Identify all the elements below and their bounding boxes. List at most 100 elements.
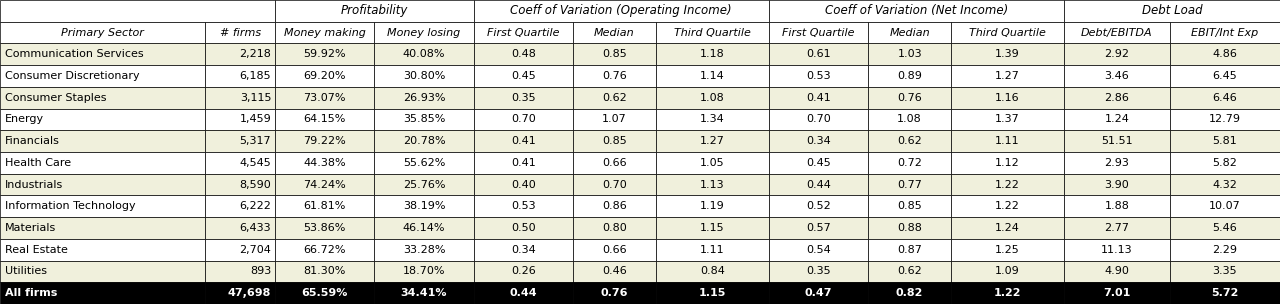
Text: 0.89: 0.89 xyxy=(897,71,922,81)
Bar xyxy=(573,109,657,130)
Bar xyxy=(205,261,275,282)
Text: 1.14: 1.14 xyxy=(700,71,724,81)
Bar xyxy=(1064,22,1170,43)
Text: 1.11: 1.11 xyxy=(700,245,724,255)
Text: 0.41: 0.41 xyxy=(511,158,535,168)
Text: 1.34: 1.34 xyxy=(700,114,724,124)
Text: 47,698: 47,698 xyxy=(228,288,271,298)
Text: 1.37: 1.37 xyxy=(996,114,1020,124)
Bar xyxy=(868,43,951,65)
Text: 0.44: 0.44 xyxy=(509,288,538,298)
Text: 1.27: 1.27 xyxy=(700,136,724,146)
Bar xyxy=(275,130,374,152)
Bar xyxy=(275,261,374,282)
Bar xyxy=(868,152,951,174)
Text: 0.46: 0.46 xyxy=(602,266,627,276)
Bar xyxy=(1064,130,1170,152)
Bar xyxy=(657,261,769,282)
Bar xyxy=(1064,239,1170,261)
Text: Debt/EBITDA: Debt/EBITDA xyxy=(1082,28,1153,38)
Bar xyxy=(951,261,1064,282)
Text: 1.24: 1.24 xyxy=(1105,114,1129,124)
Bar xyxy=(573,152,657,174)
Text: 1.39: 1.39 xyxy=(996,49,1020,59)
Bar xyxy=(0,0,275,22)
Text: 0.34: 0.34 xyxy=(806,136,831,146)
Text: 81.30%: 81.30% xyxy=(303,266,346,276)
Bar xyxy=(769,130,868,152)
Text: 4.90: 4.90 xyxy=(1105,266,1129,276)
Text: 1.08: 1.08 xyxy=(700,93,724,103)
Bar xyxy=(205,130,275,152)
Text: Median: Median xyxy=(594,28,635,38)
Bar xyxy=(0,174,205,195)
Text: 1.12: 1.12 xyxy=(996,158,1020,168)
Bar xyxy=(1064,43,1170,65)
Text: 35.85%: 35.85% xyxy=(403,114,445,124)
Text: 0.50: 0.50 xyxy=(511,223,535,233)
Bar xyxy=(769,109,868,130)
Text: 5.81: 5.81 xyxy=(1212,136,1238,146)
Bar xyxy=(0,109,205,130)
Bar xyxy=(1170,239,1280,261)
Text: 0.35: 0.35 xyxy=(511,93,535,103)
Bar xyxy=(657,130,769,152)
Bar xyxy=(275,195,374,217)
Bar xyxy=(868,65,951,87)
Text: 65.59%: 65.59% xyxy=(302,288,348,298)
Bar xyxy=(205,152,275,174)
Bar xyxy=(0,22,205,43)
Bar xyxy=(657,152,769,174)
Bar xyxy=(474,43,573,65)
Text: 53.86%: 53.86% xyxy=(303,223,346,233)
Text: 2.86: 2.86 xyxy=(1105,93,1129,103)
Bar xyxy=(474,87,573,109)
Text: Coeff of Variation (Net Income): Coeff of Variation (Net Income) xyxy=(824,4,1009,17)
Text: 1.22: 1.22 xyxy=(995,201,1020,211)
Text: 6,433: 6,433 xyxy=(239,223,271,233)
Bar xyxy=(374,65,474,87)
Text: First Quartile: First Quartile xyxy=(486,28,559,38)
Bar xyxy=(374,195,474,217)
Text: Communication Services: Communication Services xyxy=(5,49,143,59)
Text: 66.72%: 66.72% xyxy=(303,245,346,255)
Bar xyxy=(951,217,1064,239)
Bar xyxy=(275,22,374,43)
Bar xyxy=(1064,65,1170,87)
Text: Coeff of Variation (Operating Income): Coeff of Variation (Operating Income) xyxy=(511,4,732,17)
Bar xyxy=(1064,174,1170,195)
Bar xyxy=(1064,0,1280,22)
Text: Debt Load: Debt Load xyxy=(1142,4,1202,17)
Bar xyxy=(205,87,275,109)
Text: 0.70: 0.70 xyxy=(806,114,831,124)
Text: 1.19: 1.19 xyxy=(700,201,724,211)
Bar xyxy=(1170,130,1280,152)
Text: Industrials: Industrials xyxy=(5,180,64,190)
Text: 3.46: 3.46 xyxy=(1105,71,1129,81)
Bar xyxy=(951,130,1064,152)
Bar xyxy=(374,261,474,282)
Bar xyxy=(275,109,374,130)
Text: 5.46: 5.46 xyxy=(1212,223,1238,233)
Bar xyxy=(1170,217,1280,239)
Text: 2.92: 2.92 xyxy=(1105,49,1129,59)
Bar xyxy=(275,43,374,65)
Text: 6.45: 6.45 xyxy=(1212,71,1238,81)
Text: 18.70%: 18.70% xyxy=(403,266,445,276)
Text: 55.62%: 55.62% xyxy=(403,158,445,168)
Bar xyxy=(1170,65,1280,87)
Bar xyxy=(573,217,657,239)
Bar xyxy=(951,282,1064,304)
Text: Utilities: Utilities xyxy=(5,266,47,276)
Bar xyxy=(474,174,573,195)
Bar xyxy=(657,87,769,109)
Bar xyxy=(769,195,868,217)
Text: 0.70: 0.70 xyxy=(602,180,627,190)
Bar xyxy=(769,217,868,239)
Bar xyxy=(474,65,573,87)
Bar xyxy=(1170,43,1280,65)
Bar xyxy=(474,109,573,130)
Bar xyxy=(868,130,951,152)
Text: 34.41%: 34.41% xyxy=(401,288,447,298)
Text: 1.16: 1.16 xyxy=(996,93,1020,103)
